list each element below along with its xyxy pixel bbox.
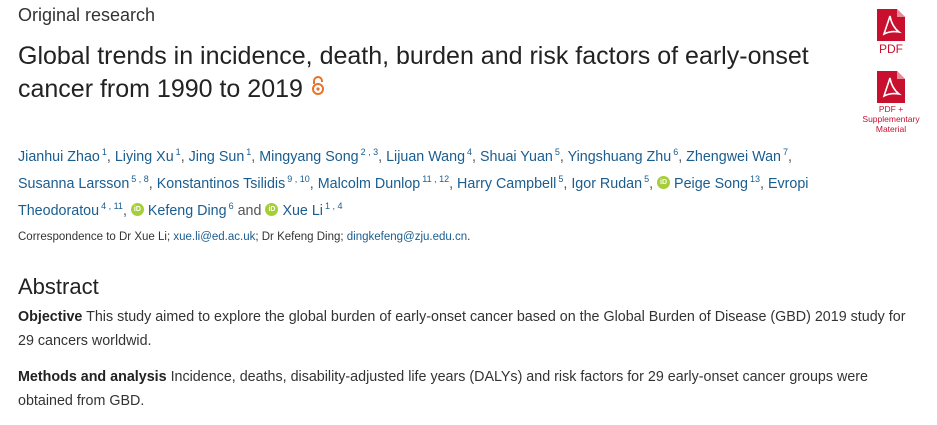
abstract-methods: Methods and analysis Incidence, deaths, … [18,365,908,413]
author-link[interactable]: Shuai Yuan [480,149,553,165]
correspondence-suffix: . [467,231,471,243]
author-list: Jianhui Zhao 1, Liying Xu 1, Jing Sun 1, Mi… [18,147,809,219]
affiliation-ref[interactable]: 1 [101,147,107,158]
pdf-icon [877,9,905,41]
correspondence-prefix: Correspondence to Dr Xue Li; [18,231,171,243]
affiliation-ref[interactable]: 5 [644,174,650,185]
affiliation-ref[interactable]: 5 [554,147,560,158]
affiliation-ref[interactable]: 5 [558,174,564,185]
abstract-heading: Abstract [18,274,99,299]
orcid-icon[interactable]: iD [265,203,279,216]
affiliation-ref[interactable]: 1 , 4 [324,201,343,212]
article-title: Global trends in incidence, death, burde… [18,40,818,107]
author-link[interactable]: Xue Li [282,203,323,219]
affiliation-ref[interactable]: 4 [467,147,473,158]
author-link[interactable]: Yingshuang Zhu [567,149,672,165]
methods-text: Incidence, deaths, disability-adjusted l… [18,369,868,409]
pdf-download-button[interactable]: PDF [871,8,911,56]
author-link[interactable]: Harry Campbell [457,176,557,192]
author-link[interactable]: Evropi Theodoratou [18,176,809,219]
author-link[interactable]: Jianhui Zhao [18,149,100,165]
author-link[interactable]: Jing Sun [188,149,245,165]
abstract-objective: Objective This study aimed to explore th… [18,305,908,353]
authors-conjunction: and [237,203,262,219]
article-title-text: Global trends in incidence, death, burde… [18,42,809,103]
author-link[interactable]: Peige Song [674,176,748,192]
email-link-kefeng-ding[interactable]: dingkefeng@zju.edu.cn [346,231,468,243]
open-access-icon [311,72,325,105]
affiliation-ref[interactable]: 7 [783,147,789,158]
methods-label: Methods and analysis [18,369,167,385]
author-link[interactable]: Konstantinos Tsilidis [156,176,286,192]
affiliation-ref[interactable]: 6 [228,201,234,212]
orcid-icon[interactable]: iD [130,203,144,216]
author-link[interactable]: Mingyang Song [259,149,359,165]
affiliation-ref[interactable]: 4 , 11 [101,201,123,212]
objective-label: Objective [18,309,83,325]
pdf-supplementary-icon [877,71,905,103]
affiliation-ref[interactable]: 1 [246,147,252,158]
affiliation-ref[interactable]: 13 [749,174,760,185]
supp-label-line2: Supplementary [862,114,920,124]
correspondence-middle: ; Dr Kefeng Ding; [255,231,344,243]
author-link[interactable]: Lijuan Wang [386,149,466,165]
affiliation-ref[interactable]: 5 , 8 [131,174,149,185]
supp-label-line1: PDF + [878,104,904,114]
affiliation-ref[interactable]: 2 , 3 [360,147,379,158]
affiliation-ref[interactable]: 1 [175,147,181,158]
pdf-label: PDF [879,42,903,56]
author-link[interactable]: Liying Xu [114,149,174,165]
affiliation-ref[interactable]: 6 [673,147,679,158]
supp-label-line3: Material [875,124,907,134]
objective-text: This study aimed to explore the global b… [18,309,906,349]
pdf-supplementary-download-button[interactable]: PDF + Supplementary Material [855,70,927,134]
affiliation-ref[interactable]: 11 , 12 [422,174,450,185]
author-link[interactable]: Malcolm Dunlop [317,176,421,192]
author-link[interactable]: Kefeng Ding [147,203,227,219]
author-link[interactable]: Susanna Larsson [18,176,130,192]
article-type-label: Original research [18,5,156,25]
correspondence: Correspondence to Dr Xue Li; xue.li@ed.a… [18,231,470,243]
affiliation-ref[interactable]: 9 , 10 [287,174,310,185]
author-link[interactable]: Zhengwei Wan [686,149,782,165]
author-link[interactable]: Igor Rudan [571,176,643,192]
email-link-xue-li[interactable]: xue.li@ed.ac.uk [173,231,256,243]
orcid-icon[interactable]: iD [657,176,671,189]
